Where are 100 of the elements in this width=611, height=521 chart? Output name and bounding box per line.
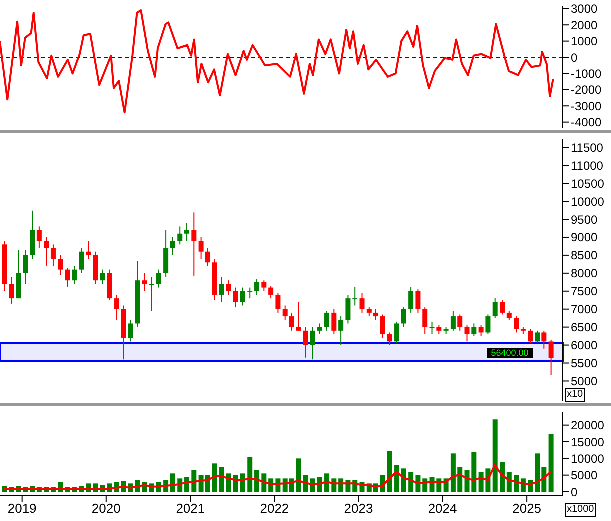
x-tick-label: 2024 — [428, 501, 458, 516]
bar — [212, 464, 218, 492]
candlestick — [380, 314, 386, 339]
y-tick-label: 10500 — [571, 176, 605, 191]
candlestick — [192, 212, 197, 276]
y-tick-label: 6500 — [571, 320, 598, 335]
y-tick-label: 7000 — [571, 302, 598, 317]
y-tick-label: 10000 — [571, 452, 605, 466]
candlestick — [296, 302, 302, 332]
x-tick-label: 2019 — [8, 501, 37, 516]
y-tick-label: 9500 — [571, 212, 598, 227]
y-tick-label: 0 — [571, 50, 578, 65]
candlestick — [387, 332, 392, 346]
bar — [296, 458, 302, 492]
candlestick — [338, 316, 344, 346]
candlestick — [528, 328, 534, 344]
y-tick-label: 8000 — [571, 266, 598, 281]
candlestick — [317, 323, 322, 336]
candlestick — [100, 269, 106, 285]
candlestick — [178, 226, 183, 246]
candlestick — [86, 240, 92, 260]
candlestick — [233, 287, 238, 308]
y-tick-label: 0 — [571, 485, 578, 500]
y-tick-label: 9000 — [571, 230, 598, 245]
candlestick — [276, 292, 281, 314]
candlestick — [36, 226, 42, 249]
y-tick-label: -3000 — [571, 99, 602, 114]
candlestick — [478, 325, 484, 337]
candlestick — [486, 314, 491, 336]
candlestick — [23, 250, 28, 285]
candlestick — [79, 248, 84, 274]
y-tick-label: 5500 — [571, 356, 598, 371]
candlestick — [142, 272, 148, 292]
candlestick — [514, 316, 520, 334]
bar — [500, 462, 505, 492]
y-tick-label: 15000 — [571, 435, 605, 450]
candlestick — [156, 269, 162, 288]
y-tick-label: 6000 — [571, 338, 598, 353]
y-tick-label: -4000 — [571, 116, 602, 130]
x-tick-label: 2020 — [92, 501, 121, 516]
candlestick — [128, 320, 134, 342]
candlestick — [262, 280, 267, 292]
candlestick — [170, 236, 176, 256]
candlestick — [44, 236, 50, 267]
candlestick — [303, 326, 308, 358]
bar — [492, 420, 498, 492]
bar — [219, 467, 224, 492]
candlestick — [198, 236, 204, 260]
candlestick — [240, 287, 246, 306]
candlestick — [492, 298, 498, 319]
candlestick — [500, 300, 505, 316]
candlestick — [114, 294, 120, 321]
candlestick — [219, 276, 224, 303]
bar — [192, 470, 197, 492]
line-series — [3, 464, 552, 490]
candlestick — [548, 339, 554, 376]
candlestick — [430, 321, 435, 336]
candlestick — [542, 330, 547, 350]
x-tick-label: 2025 — [512, 501, 542, 516]
y-tick-label: 8500 — [571, 248, 598, 263]
bar — [548, 434, 554, 492]
candlestick — [401, 307, 406, 328]
candlestick — [346, 294, 351, 324]
candlestick — [248, 287, 253, 300]
bar — [387, 451, 392, 492]
candlestick — [282, 305, 288, 321]
y-tick-label: 2000 — [571, 18, 598, 32]
candlestick — [458, 314, 463, 332]
y-tick-label: 10000 — [571, 194, 605, 209]
candlestick — [268, 285, 274, 300]
candlestick — [360, 292, 365, 314]
candlestick — [408, 286, 414, 314]
text: x10 — [565, 388, 586, 402]
x-tick-label: 2021 — [176, 501, 206, 516]
x-tick-label: 2023 — [344, 501, 374, 516]
candlestick — [58, 254, 64, 276]
candlestick — [72, 266, 78, 285]
y-tick-label: 3000 — [571, 2, 598, 16]
bar — [401, 468, 406, 492]
candlestick — [535, 330, 540, 344]
line-series — [0, 10, 554, 114]
candlestick — [422, 307, 428, 336]
candlestick — [65, 268, 70, 288]
x-tick-label: 2022 — [260, 501, 290, 516]
y-tick-label: 11000 — [571, 158, 604, 173]
y-tick-label: 1000 — [571, 34, 598, 49]
y-tick-label: -1000 — [571, 66, 602, 81]
text: x1000 — [565, 503, 596, 517]
candlestick — [373, 308, 378, 321]
candlestick — [332, 308, 337, 336]
candlestick — [352, 286, 358, 306]
candlestick — [50, 244, 56, 267]
candlestick — [324, 310, 330, 332]
y-tick-label: 7500 — [571, 284, 598, 299]
candlestick — [394, 321, 400, 344]
candlestick — [9, 276, 14, 304]
candlestick — [226, 280, 232, 296]
candlestick — [184, 222, 190, 242]
candlestick — [464, 325, 470, 342]
y-tick-label: 20000 — [571, 418, 605, 433]
